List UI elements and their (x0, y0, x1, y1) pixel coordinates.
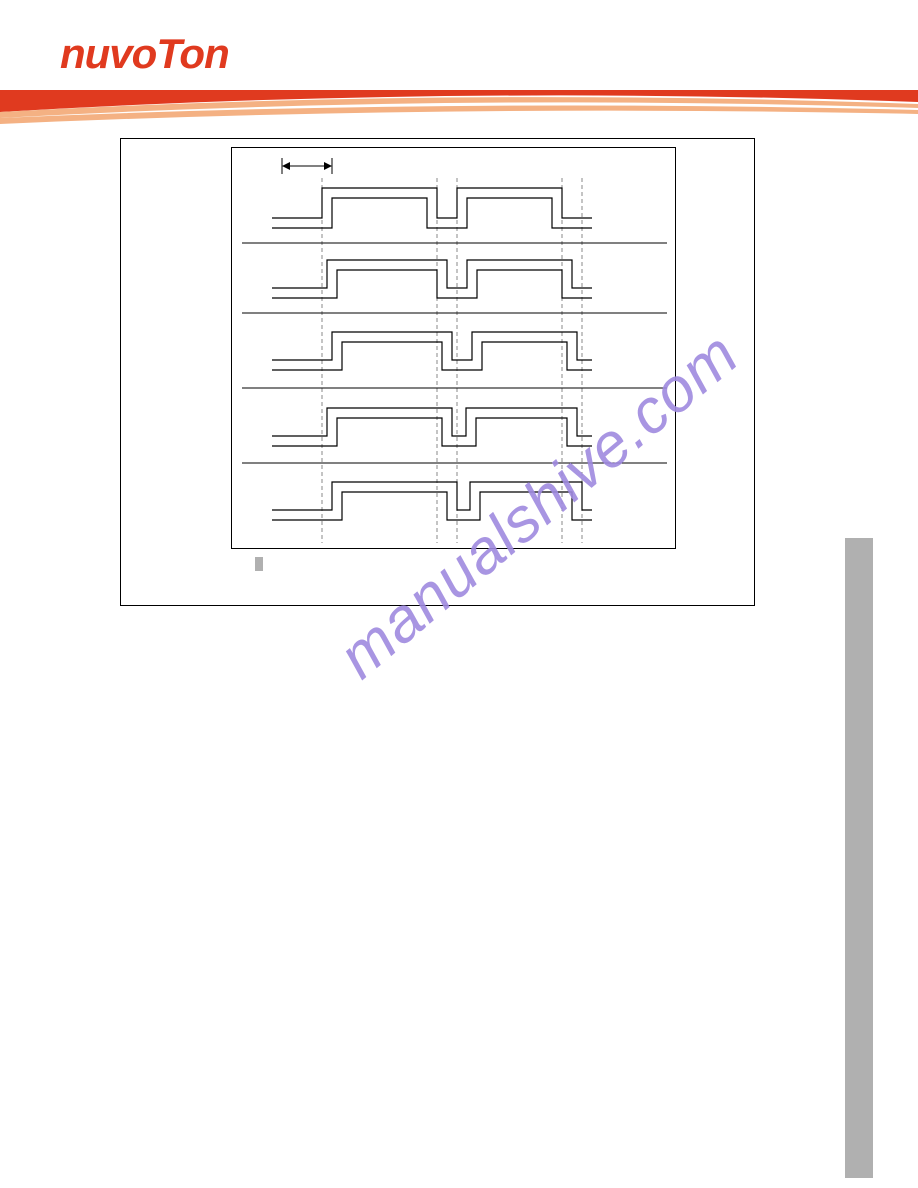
figure-caption-marker (255, 557, 263, 571)
logo-text: nuvoTon (60, 30, 229, 77)
page-header: nuvoTon (0, 0, 918, 130)
timing-diagram-svg (232, 148, 677, 550)
header-swoosh (0, 90, 918, 130)
figure-container (120, 138, 755, 606)
side-tab (845, 538, 873, 1178)
signal-3 (242, 332, 667, 388)
signal-4 (242, 408, 667, 463)
brand-logo: nuvoTon (60, 30, 229, 78)
signal-2 (242, 260, 667, 313)
timing-diagram-box (231, 147, 676, 549)
signal-1 (242, 188, 667, 243)
signal-5 (272, 482, 592, 520)
